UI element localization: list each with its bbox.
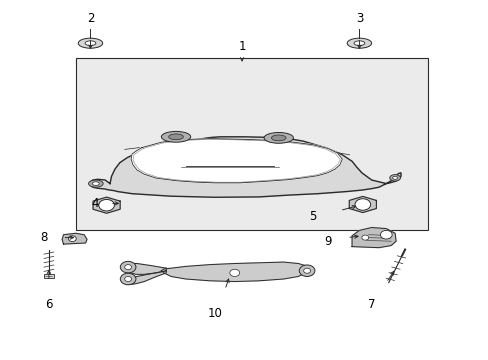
Polygon shape (90, 137, 400, 197)
Polygon shape (351, 228, 395, 248)
Ellipse shape (92, 182, 99, 185)
Circle shape (380, 230, 391, 239)
Circle shape (354, 199, 370, 210)
Text: 3: 3 (355, 12, 363, 24)
Ellipse shape (85, 41, 96, 45)
Text: 4: 4 (91, 197, 99, 210)
Polygon shape (131, 139, 342, 183)
Polygon shape (126, 271, 166, 284)
Polygon shape (93, 197, 120, 213)
Ellipse shape (392, 176, 397, 179)
Text: 6: 6 (45, 298, 53, 311)
Ellipse shape (78, 38, 102, 48)
Ellipse shape (168, 134, 183, 140)
Text: 1: 1 (238, 40, 245, 53)
Circle shape (124, 276, 131, 282)
Circle shape (68, 236, 76, 242)
Text: 9: 9 (323, 235, 331, 248)
Polygon shape (161, 262, 307, 282)
Polygon shape (348, 197, 376, 212)
Circle shape (120, 261, 136, 273)
Ellipse shape (271, 135, 285, 141)
Circle shape (303, 268, 310, 273)
Ellipse shape (346, 38, 371, 48)
Polygon shape (126, 264, 166, 274)
Ellipse shape (389, 175, 400, 181)
Circle shape (120, 273, 136, 285)
Text: 5: 5 (308, 210, 316, 222)
Circle shape (124, 265, 131, 270)
Text: 10: 10 (207, 307, 222, 320)
Bar (76, 58, 427, 230)
Ellipse shape (264, 132, 293, 143)
Ellipse shape (353, 41, 364, 45)
Circle shape (299, 265, 314, 276)
Text: 7: 7 (367, 298, 375, 311)
Circle shape (229, 269, 239, 276)
Circle shape (361, 235, 368, 240)
Text: 8: 8 (40, 231, 48, 244)
Ellipse shape (161, 131, 190, 142)
Polygon shape (62, 233, 87, 244)
Circle shape (99, 199, 114, 211)
Bar (43, 274, 54, 278)
Text: 2: 2 (86, 12, 94, 24)
Ellipse shape (88, 180, 103, 187)
